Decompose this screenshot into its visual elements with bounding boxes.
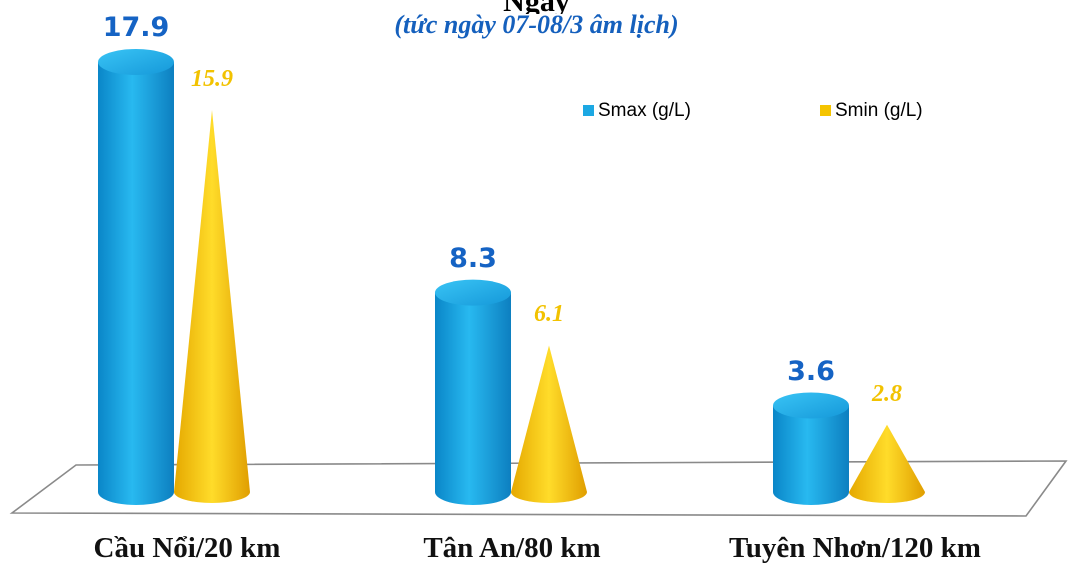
bar-smin — [174, 110, 250, 504]
bar-smax-top — [773, 392, 849, 419]
bar-smin — [849, 424, 925, 503]
legend-swatch-smax — [583, 105, 594, 116]
data-label-smax: 17.9 — [102, 12, 170, 43]
bar-smin — [511, 345, 587, 503]
data-label-smin: 2.8 — [872, 380, 902, 407]
bar-smax — [773, 392, 849, 505]
category-label: Tuyên Nhơn/120 km — [729, 532, 981, 564]
legend-label-smax: Smax (g/L) — [598, 100, 691, 121]
bar-smin-cone — [174, 110, 250, 504]
chart-subtitle: (tức ngày 07-08/3 âm lịch) — [394, 10, 679, 39]
chart-title: Ngày — [0, 0, 1073, 14]
chart-marks — [98, 49, 925, 505]
legend-label-smin: Smin (g/L) — [835, 100, 923, 121]
data-label-smin: 6.1 — [534, 301, 564, 328]
data-label-smin: 15.9 — [191, 66, 233, 93]
chart-title-clip: Ngày — [0, 0, 1073, 14]
category-label: Tân An/80 km — [423, 532, 601, 564]
category-label: Cầu Nổi/20 km — [93, 532, 281, 564]
bar-smin-cone — [511, 345, 587, 503]
bar-smax-top — [98, 49, 174, 75]
bar-smax — [98, 49, 174, 505]
data-label-smax: 8.3 — [449, 242, 497, 274]
bar-smax-top — [435, 279, 511, 306]
legend-swatch-smin — [820, 105, 831, 116]
legend-item-smax: Smax (g/L) — [583, 100, 691, 122]
bar-smax-body — [773, 405, 849, 505]
bar-smax-body — [435, 292, 511, 505]
bar-smax — [435, 279, 511, 505]
bar-smin-cone — [849, 424, 925, 503]
legend-item-smin: Smin (g/L) — [820, 100, 923, 122]
data-label-smax: 3.6 — [787, 355, 835, 387]
bar-smax-body — [98, 62, 174, 505]
